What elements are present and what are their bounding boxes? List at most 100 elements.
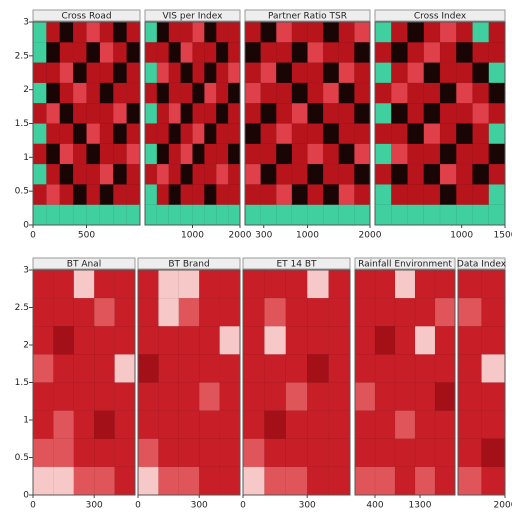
heatmap-cell [72,21,88,43]
heatmap-cell [114,466,136,496]
heatmap-cell [158,466,180,496]
heatmap-cell [32,354,54,383]
heatmap-cell [374,42,392,64]
heatmap-cell [113,163,128,185]
heatmap-cell [307,466,330,496]
heatmap-cell [73,382,95,412]
heatmap-cell [99,42,114,64]
heatmap-cell [32,438,54,468]
heatmap-cell [168,102,182,124]
heatmap-cell [481,269,506,299]
heatmap-cell [156,123,170,145]
heatmap-cell [32,21,47,43]
heatmap-cell [216,102,229,124]
heatmap-cell [307,438,330,468]
heatmap-cell [158,354,180,383]
heatmap-cell [439,21,457,43]
heatmap-cell [457,466,482,496]
heatmap-cell [394,410,416,440]
heatmap-cell [32,410,54,440]
heatmap-cell [322,184,340,206]
heatmap-cell [354,123,371,145]
heatmap-cell [227,163,241,185]
heatmap-cell [260,123,277,145]
heatmap-cell [394,438,416,468]
heatmap-cell [168,184,182,206]
y-tick-label: 2 [23,341,29,351]
panel-header [244,9,371,22]
heatmap-cell [328,382,351,412]
heatmap-cell [374,123,392,145]
heatmap-cell [168,42,182,64]
heatmap-cell [32,466,54,496]
heatmap-cell [168,123,182,145]
heatmap-cell [307,326,330,355]
heatmap-cell [137,466,159,496]
heatmap-cell [158,326,180,355]
heatmap-cell [307,410,330,440]
heatmap-cell [472,82,490,104]
heatmap-cell [338,102,355,124]
heatmap-cell [113,82,128,104]
panel-header [354,257,456,270]
heatmap-cell [391,184,408,206]
heatmap-cell [291,204,309,226]
heatmap-cell [53,269,75,299]
heatmap-cell [180,184,194,206]
heatmap-cell [481,382,506,412]
heatmap-cell [264,326,287,355]
heatmap-cell [354,21,371,43]
heatmap-cell [407,163,425,185]
heatmap-cell [407,82,425,104]
x-tick-label: 0 [30,231,36,241]
heatmap-cell [244,82,262,104]
heatmap-cell [328,354,351,383]
heatmap-cell [59,82,74,104]
heatmap-cell [144,102,158,124]
heatmap-cell [137,269,159,299]
heatmap-cell [216,143,229,165]
y-tick-label: 2 [23,85,29,95]
heatmap-cell [113,143,128,165]
heatmap-cell [168,62,182,84]
heatmap-cell [407,102,425,124]
heatmap-cell [32,184,47,206]
heatmap-cell [264,269,287,299]
heatmap-cell [244,102,262,124]
heatmap-cell [32,42,47,64]
panel-header [32,9,141,22]
heatmap-cell [93,269,116,299]
panel-title: BT Anal [67,260,101,270]
panel-title: ET 14 BT [276,260,317,270]
heatmap-cell [338,204,355,226]
heatmap-cell [394,326,416,355]
heatmap-cell [113,102,128,124]
heatmap-cell [338,143,355,165]
heatmap-cell [394,382,416,412]
heatmap-cell [276,62,293,84]
x-tick-label: 0 [240,501,246,511]
heatmap-cell [204,123,217,145]
heatmap-cell [244,184,262,206]
heatmap-cell [198,354,221,383]
heatmap-cell [72,62,88,84]
heatmap-cell [72,143,88,165]
heatmap-cell [46,143,61,165]
heatmap-cell [457,410,482,440]
heatmap-cell [72,123,88,145]
heatmap-cell [32,82,47,104]
heatmap-cell [93,297,116,327]
heatmap-cell [328,410,351,440]
heatmap-cell [204,62,217,84]
heatmap-cell [244,123,262,145]
heatmap-cell [307,82,324,104]
heatmap-cell [73,326,95,355]
heatmap-cell [354,62,371,84]
heatmap-cell [216,21,229,43]
heatmap-cell [374,354,396,383]
heatmap-cell [46,62,61,84]
heatmap-cell [472,184,490,206]
heatmap-cell [32,123,47,145]
heatmap-cell [53,326,75,355]
heatmap-cell [156,204,170,226]
